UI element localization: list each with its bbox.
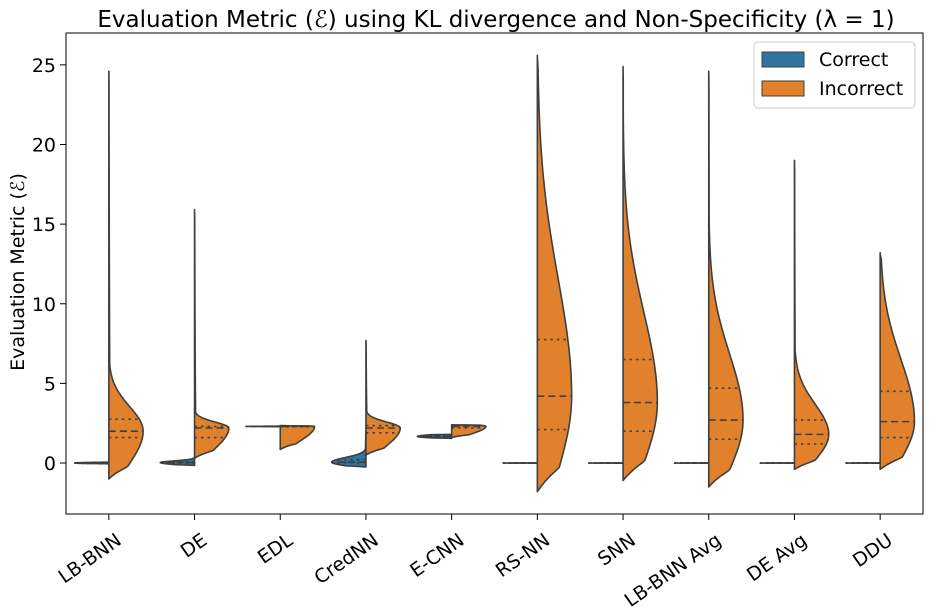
violin-incorrect [108,70,144,480]
plot-area: 0 5 10 15 20 25 LB-BNN DE EDL CredNN E-CNN RS-NN SNN… [32,54,916,612]
violin-incorrect [193,208,230,460]
violin-incorrect [365,339,402,456]
violin-correct [159,456,196,467]
y-tick-label: 15 [32,214,56,236]
x-tick-label: CredNN [310,529,382,589]
y-tick-label: 0 [44,453,56,475]
violin-incorrect [707,70,744,488]
legend-label-correct: Correct [819,49,888,71]
violin-incorrect [536,54,573,493]
y-tick-label: 10 [32,294,56,316]
x-tick-label: LB-BNN Avg [621,529,726,612]
y-tick-label: 20 [32,134,56,156]
x-tick-label: EDL [254,529,297,569]
legend-label-incorrect: Incorrect [819,78,903,100]
violin-incorrect [622,65,659,482]
legend-swatch-incorrect [761,80,805,97]
violin-incorrect [879,251,916,471]
legend: Correct Incorrect [753,41,916,109]
x-tick-label: RS-NN [492,529,554,582]
x-tick-label: DDU [849,529,897,572]
x-tick-label: SNN [594,529,640,570]
x-tick-label: LB-BNN [55,529,126,588]
x-tick-label: DE [177,529,211,562]
y-tick-label: 5 [44,373,56,395]
x-tick-label: E-CNN [406,529,468,582]
plot-frame [65,32,924,515]
violin-incorrect [279,424,316,451]
legend-swatch-correct [761,51,805,68]
x-tick-label: DE Avg [743,529,811,586]
y-axis-label: Evaluation Metric (ℰ) [7,173,29,371]
chart-title: Evaluation Metric (ℰ) using KL divergenc… [97,7,894,33]
y-tick-label: 25 [32,55,56,77]
violin-incorrect [793,159,830,471]
